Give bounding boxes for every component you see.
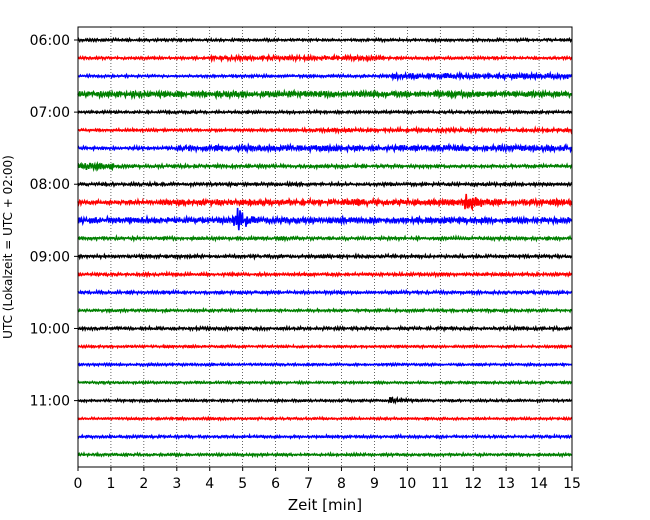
- y-axis-label: UTC (Lokalzeit = UTC + 02:00): [1, 155, 15, 339]
- seismic-trace-0730: [77, 142, 573, 155]
- y-tick-label: 09:00: [30, 249, 70, 265]
- seismic-trace-0600: [77, 36, 573, 44]
- x-tick-label: 14: [530, 476, 548, 492]
- x-tick-label: 1: [106, 476, 115, 492]
- seismic-trace-0930: [77, 288, 573, 297]
- x-tick-label: 7: [304, 476, 313, 492]
- seismic-trace-1145: [77, 451, 572, 459]
- x-tick-label: 0: [74, 476, 83, 492]
- seismic-trace-0615: [77, 52, 573, 64]
- seismic-trace-1045: [77, 379, 573, 386]
- seismic-trace-0900: [77, 252, 573, 261]
- seismic-trace-1000: [77, 324, 573, 333]
- x-tick-label: 2: [139, 476, 148, 492]
- seismic-trace-0800: [77, 180, 573, 189]
- x-tick-label: 5: [238, 476, 247, 492]
- y-axis: 06:00 07:00 08:00 09:00 10:00 11:00: [30, 33, 78, 410]
- x-tick-label: 4: [205, 476, 214, 492]
- seismic-trace-0830: [77, 207, 573, 231]
- y-tick-label: 06:00: [30, 33, 70, 49]
- seismic-trace-0915: [77, 270, 573, 279]
- traces-layer: [77, 36, 573, 459]
- x-axis-label: Zeit [min]: [288, 496, 362, 514]
- x-axis: 0 1 2 3 4 5 6 7 8 9 10 11 12 13 14 15: [74, 467, 581, 492]
- seismic-trace-0630: [77, 70, 573, 82]
- x-tick-label: 8: [337, 476, 346, 492]
- seismic-trace-1130: [77, 432, 573, 440]
- seismic-trace-1015: [77, 343, 572, 350]
- seismic-trace-0815: [77, 193, 573, 212]
- x-tick-label: 6: [271, 476, 280, 492]
- y-tick-label: 08:00: [30, 177, 70, 193]
- seismic-trace-1030: [77, 361, 573, 368]
- seismic-trace-1100: [77, 395, 573, 405]
- seismic-trace-0945: [77, 306, 573, 315]
- seismic-trace-0845: [77, 234, 573, 243]
- seismic-trace-0715: [77, 125, 573, 135]
- x-tick-label: 3: [172, 476, 181, 492]
- x-tick-label: 11: [431, 476, 449, 492]
- seismic-trace-0700: [77, 108, 573, 116]
- y-tick-label: 07:00: [30, 105, 70, 121]
- x-tick-label: 9: [370, 476, 379, 492]
- x-tick-label: 13: [497, 476, 515, 492]
- x-tick-label: 10: [398, 476, 416, 492]
- y-tick-label: 11:00: [30, 394, 70, 410]
- x-tick-label: 12: [464, 476, 482, 492]
- plot-frame: [77, 26, 573, 468]
- x-tick-label: 15: [563, 476, 581, 492]
- seismic-trace-0645: [77, 88, 573, 101]
- seismic-trace-0745: [77, 161, 573, 173]
- y-tick-label: 10:00: [30, 321, 70, 337]
- seismic-trace-1115: [77, 415, 573, 422]
